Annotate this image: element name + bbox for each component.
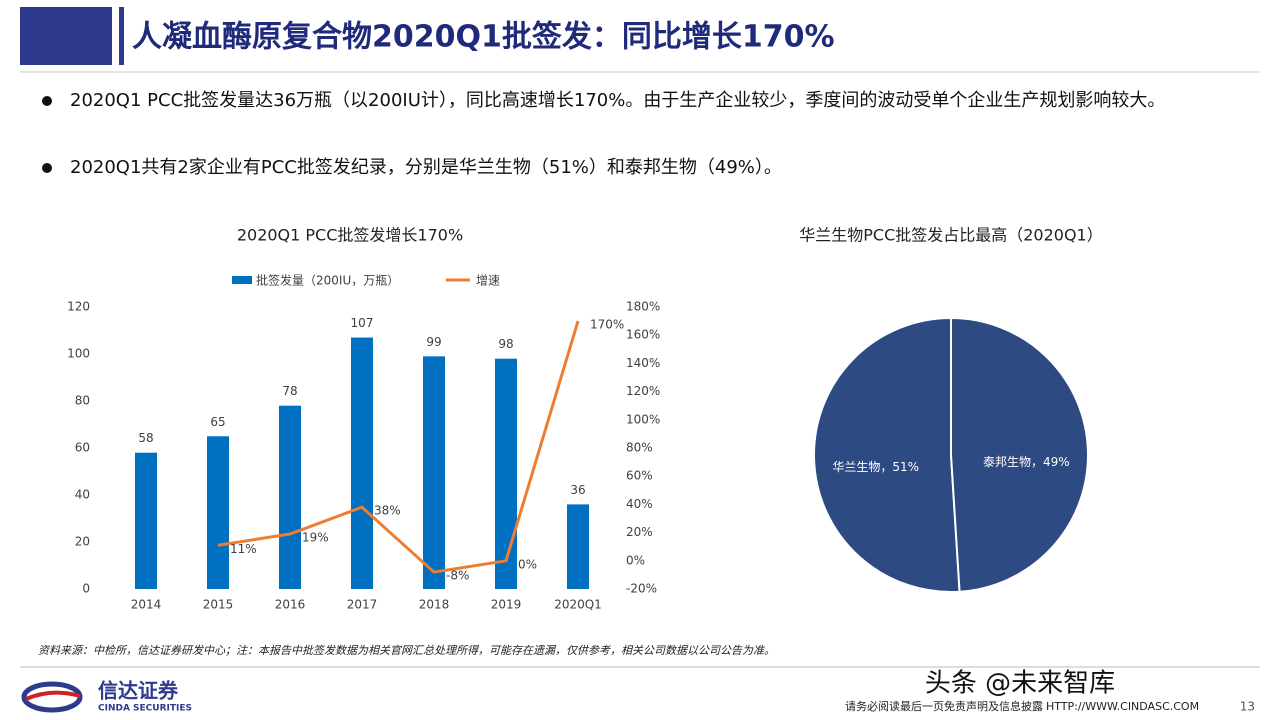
url: HTTP://WWW.CINDASC.COM [1046,700,1199,713]
bar-value-label: 98 [498,337,513,351]
bar [279,405,301,589]
line-value-label: 0% [518,557,537,571]
line-value-label: 170% [590,318,624,332]
chart-title: 2020Q1 PCC批签发增长170% [237,226,463,245]
y-tick-label: 20 [75,535,90,549]
x-tick-label: 2018 [419,598,450,612]
y-tick-label: 120 [67,300,90,314]
pie-label: 泰邦生物，49% [983,455,1070,469]
bar [495,358,517,589]
y-tick-label: 100 [67,347,90,361]
bullet: 2020Q1 PCC批签发量达36万瓶（以200IU计），同比高速增长170%。… [40,88,1230,113]
source-note: 资料来源：中检所，信达证券研发中心；注：本报告中批签发数据为相关官网汇总处理所得… [38,644,775,657]
bar [135,452,157,589]
logo-swoosh [25,690,81,701]
legend-label: 增速 [476,274,500,288]
legend-label: 批签发量（200IU，万瓶） [256,273,399,288]
legend-swatch [232,276,252,284]
chart-title: 华兰生物PCC批签发占比最高（2020Q1） [799,226,1103,245]
bar [207,436,229,589]
logo-text: 信达证券 [98,679,179,703]
y2-tick-label: -20% [626,582,657,596]
bar-value-label: 58 [138,431,153,445]
page-number: 13 [1240,700,1255,714]
bar-value-label: 36 [570,483,585,497]
x-tick-label: 2020Q1 [554,598,602,612]
header-block [20,7,112,65]
x-tick-label: 2014 [131,598,162,612]
x-tick-label: 2015 [203,598,234,612]
bullet: 2020Q1共有2家企业有PCC批签发纪录，分别是华兰生物（51%）和泰邦生物（… [40,155,1230,180]
bar [351,337,373,589]
pie-label: 华兰生物，51% [832,460,919,474]
logo-mark [21,681,83,713]
y2-tick-label: 180% [626,300,660,314]
pie-slice [813,316,961,593]
y2-tick-label: 160% [626,328,660,342]
page-title: 人凝血酶原复合物2020Q1批签发：同比增长170% [132,20,835,55]
y2-tick-label: 0% [626,553,645,567]
bar-value-label: 107 [351,316,374,330]
y2-tick-label: 100% [626,412,660,426]
y-tick-label: 60 [75,441,90,455]
x-tick-label: 2019 [491,598,522,612]
x-tick-label: 2017 [347,598,378,612]
y-tick-label: 40 [75,488,90,502]
y2-tick-label: 40% [626,497,653,511]
line-series [217,320,580,574]
line-value-label: 19% [302,531,329,545]
bar-value-label: 78 [282,384,297,398]
bar [423,356,445,589]
logo-subtext: CINDA SECURITIES [98,704,192,714]
watermark: 头条 @未来智库 [925,669,1115,699]
y2-tick-label: 60% [626,469,653,483]
bar-value-label: 99 [426,335,441,349]
line-value-label: -8% [446,569,469,583]
line-value-label: 11% [230,542,257,556]
line-value-label: 38% [374,504,401,518]
y2-tick-label: 80% [626,441,653,455]
pie-slice [950,316,1089,593]
bar [567,504,589,589]
y-tick-label: 0 [82,582,90,596]
header-bar [119,7,124,65]
y2-tick-label: 120% [626,384,660,398]
disclaimer: 请务必阅读最后一页免责声明及信息披露 [845,699,1043,713]
bar-value-label: 65 [210,415,225,429]
x-tick-label: 2016 [275,598,306,612]
y-tick-label: 80 [75,394,90,408]
y2-tick-label: 20% [626,525,653,539]
y2-tick-label: 140% [626,356,660,370]
